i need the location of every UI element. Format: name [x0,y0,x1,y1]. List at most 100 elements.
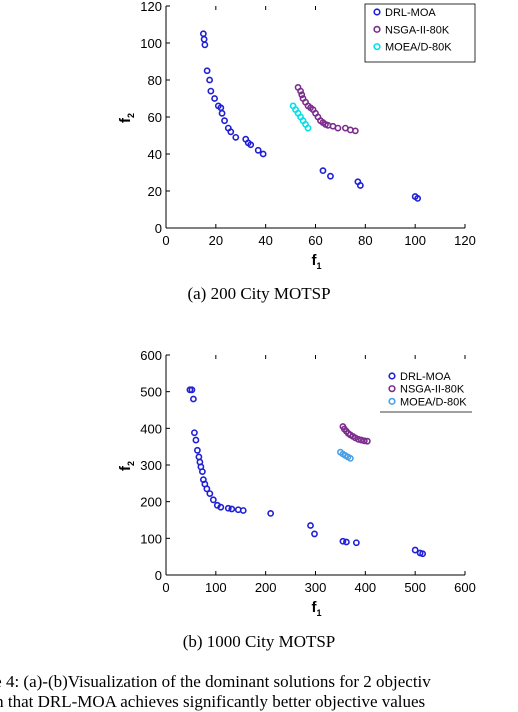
data-point [211,95,218,102]
data-point [198,468,206,475]
data-point [247,141,255,149]
x-tick-label: 200 [255,580,277,595]
x-axis-label-subscript: 1 [317,608,322,618]
x-tick-label: 500 [404,580,426,595]
series-nsga-ii-80k [294,84,359,135]
data-point [218,109,226,117]
y-tick-label: 20 [148,184,162,199]
y-tick-label: 0 [155,568,162,583]
y-tick-label: 100 [140,36,162,51]
data-point [360,437,368,445]
data-point [201,41,209,49]
data-point [203,67,211,75]
data-point [206,76,214,84]
y-tick-label: 300 [140,458,162,473]
data-point [354,435,362,443]
data-point [191,429,198,437]
data-point [232,133,240,141]
data-point [188,386,196,394]
x-tick-label: 400 [354,580,376,595]
data-point [342,538,350,546]
y-tick-label: 500 [140,385,162,400]
data-point [352,539,360,547]
chart-b-caption: (b) 1000 City MOTSP [182,632,336,651]
x-axis-label: f1 [312,599,322,618]
data-point [192,436,200,444]
legend-label: NSGA-II-80K [385,24,450,36]
data-point [206,490,214,497]
data-point [239,507,247,514]
x-axis-label-subscript: 1 [317,261,322,271]
data-point [267,510,275,517]
legend-marker [373,8,381,16]
data-point [228,505,236,513]
chart-b: 0 100 200 300 400 500 600 0 100 200 300 400 500 600 f1… [117,348,476,618]
x-tick-label: 0 [162,580,169,595]
legend-label: NSGA-II-80K [400,384,465,396]
series-drl-moa [186,386,427,558]
y-axis-label: f2 [117,113,136,123]
data-point [304,124,312,132]
x-tick-label: 600 [454,580,476,595]
y-tick-label: 600 [140,348,162,363]
legend-box [364,3,476,63]
data-point [357,436,365,444]
x-tick-label: 300 [305,580,327,595]
data-point [297,87,304,95]
data-point [414,194,422,202]
legend-marker [388,385,396,393]
legend-marker [373,25,381,33]
data-point [319,167,327,175]
x-axis-label: f1 [312,252,322,271]
y-tick-label: 40 [148,147,162,162]
x-tick-label: 60 [308,233,322,248]
data-point [311,530,318,538]
x-tick-label: 40 [258,233,272,248]
x-tick-label: 0 [162,233,169,248]
data-point [227,128,235,136]
data-point [217,503,225,511]
x-tick-label: 20 [209,233,223,248]
y-axis-label-subscript: 2 [126,113,136,118]
data-point [356,182,364,189]
data-point [209,496,217,504]
legend-label: MOEA/D-80K [400,396,467,408]
series-moea-d-80k [289,102,312,132]
chart-a-caption: (a) 200 City MOTSP [187,284,331,303]
data-point [207,87,215,95]
data-point [190,395,197,403]
data-point [224,504,232,512]
y-tick-label: 100 [140,531,162,546]
data-point [200,35,208,43]
legend-marker [388,372,396,380]
series-nsga-ii-80k [339,423,371,445]
data-point [221,117,228,125]
y-axis-label-subscript: 2 [126,461,136,466]
data-point [259,150,267,158]
legend-label: MOEA/D-80K [385,42,452,54]
data-point [203,485,211,493]
data-point [411,546,419,554]
series-moea-d-80k [337,448,354,462]
legend-label: DRL-MOA [400,371,451,383]
data-point [351,127,359,135]
y-axis-label: f2 [117,461,136,471]
data-point [195,453,203,461]
data-point [339,537,347,545]
chart-a: 0 20 40 60 80 100 120 0 20 40 60 80 100 120 f1 f2 DRL-MO… [117,0,476,271]
data-point [254,146,262,154]
figure-caption-line-2: een that DRL-MOA achieves significantly … [0,692,426,711]
data-point [346,454,354,462]
figure-caption-line-1: ure 4: (a)-(b)Visualization of the domin… [0,672,431,691]
legend-label: DRL-MOA [385,7,436,19]
data-point [334,124,342,132]
y-tick-label: 200 [140,495,162,510]
data-point [199,30,207,38]
y-tick-label: 120 [140,0,162,14]
data-point [419,550,427,558]
x-tick-label: 120 [454,233,476,248]
x-tick-label: 80 [358,233,372,248]
y-tick-label: 400 [140,421,162,436]
